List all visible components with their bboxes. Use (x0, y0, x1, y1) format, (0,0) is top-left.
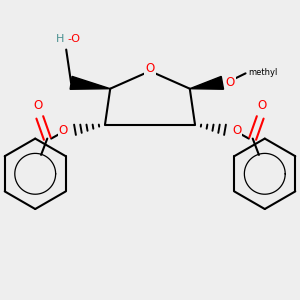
Text: O: O (34, 100, 43, 112)
Text: -O: -O (68, 34, 81, 44)
Text: H: H (56, 34, 64, 44)
Text: O: O (232, 124, 242, 137)
Text: O: O (226, 76, 235, 89)
Polygon shape (70, 76, 110, 89)
Text: O: O (146, 62, 154, 75)
Text: O: O (58, 124, 68, 137)
Text: O: O (257, 100, 266, 112)
Text: methyl: methyl (248, 68, 278, 76)
Polygon shape (190, 76, 224, 89)
